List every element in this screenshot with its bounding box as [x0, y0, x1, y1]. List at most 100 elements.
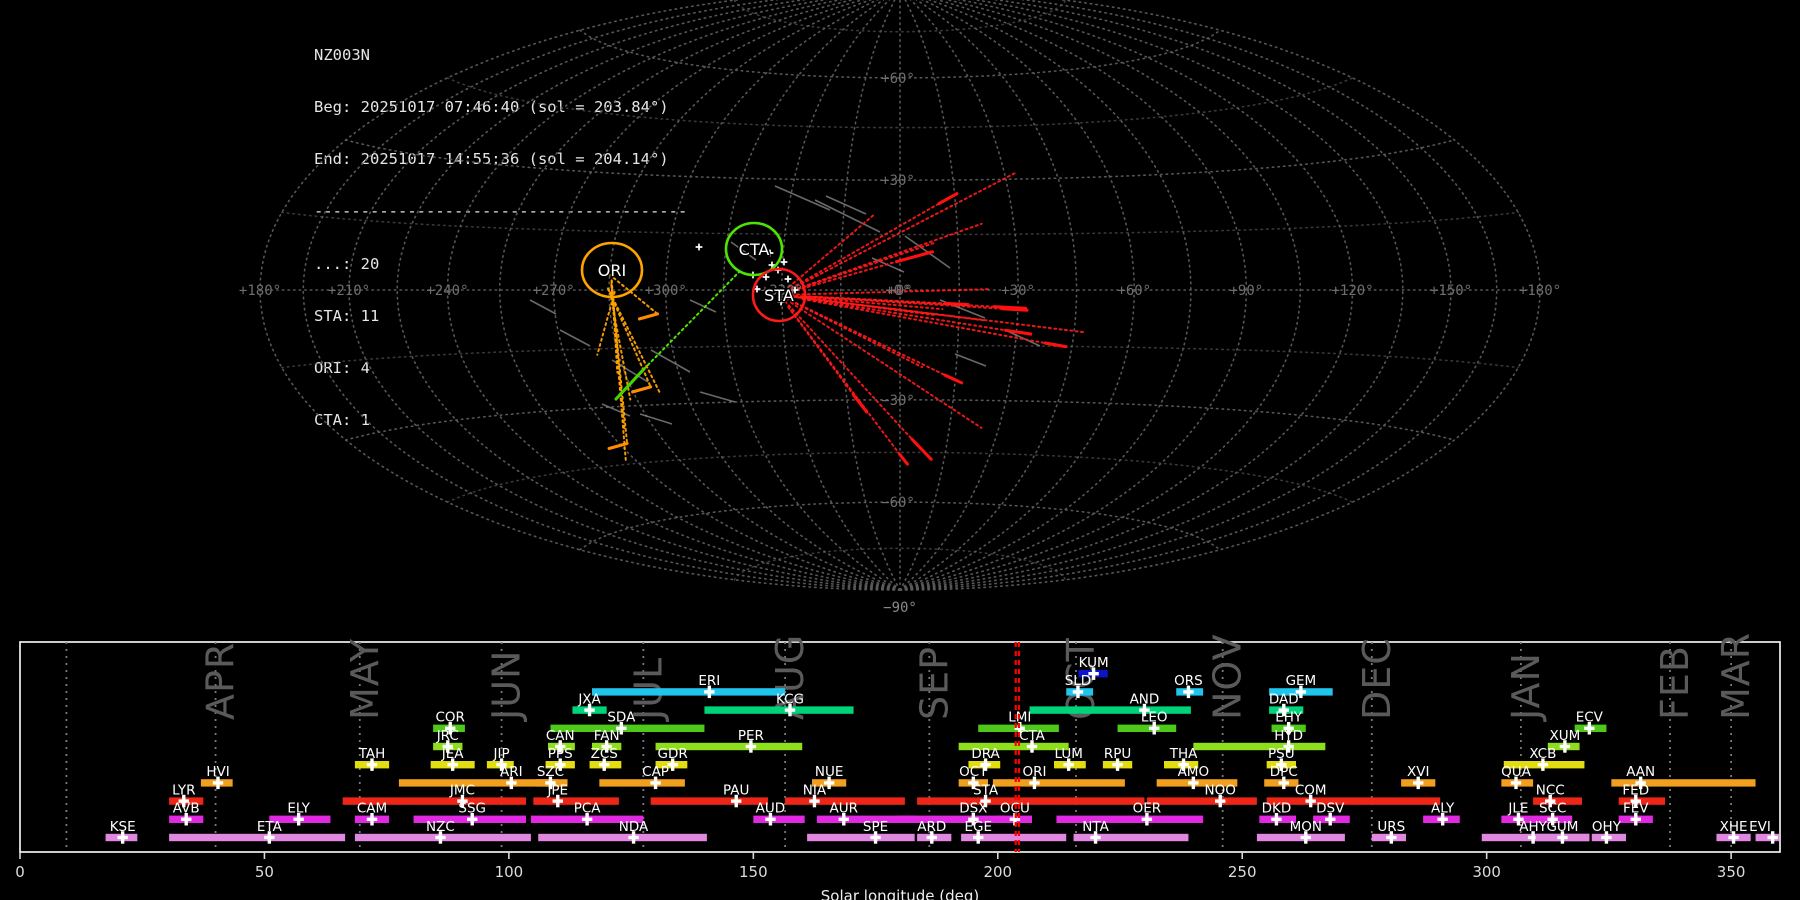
shower-entry[interactable]: CAP: [599, 764, 685, 790]
shower-entry[interactable]: OER: [1056, 801, 1204, 826]
shower-entry[interactable]: HYD: [1193, 728, 1326, 753]
shower-activity-bar-cap[interactable]: [599, 779, 685, 787]
shower-entry[interactable]: DSV: [1313, 801, 1350, 826]
shower-entry[interactable]: ALY: [1423, 801, 1460, 826]
current-solar-longitude-marker[interactable]: [1014, 642, 1021, 852]
shower-entry[interactable]: OHY: [1591, 819, 1626, 844]
shower-entry[interactable]: GDR: [655, 746, 688, 771]
shower-activity-bar-per[interactable]: [655, 742, 803, 751]
shower-entry[interactable]: DAD: [1269, 691, 1304, 717]
shower-activity-bar-oer[interactable]: [1056, 815, 1204, 823]
shower-entry[interactable]: XVI: [1401, 764, 1436, 790]
shower-entry[interactable]: KCG: [704, 691, 854, 717]
shower-entry[interactable]: JLE: [1501, 801, 1538, 826]
shower-activity-bar-ege[interactable]: [961, 833, 1067, 842]
shower-entry[interactable]: FEV: [1618, 801, 1653, 826]
shower-entry[interactable]: ARD: [917, 819, 952, 844]
shower-entry[interactable]: JMC: [342, 782, 526, 808]
shower-activity-bar-leo[interactable]: [1117, 724, 1177, 732]
shower-entry[interactable]: DKD: [1259, 801, 1296, 826]
shower-entry[interactable]: QUA: [1501, 764, 1534, 790]
radiant-circle-cta[interactable]: [724, 221, 784, 277]
shower-entry[interactable]: GUM: [1535, 819, 1590, 844]
shower-entry[interactable]: NDA: [538, 819, 707, 844]
shower-activity-bar-nta[interactable]: [1073, 833, 1189, 842]
shower-activity-bar-ncc[interactable]: [1533, 797, 1582, 805]
shower-entry[interactable]: PPS: [545, 746, 575, 771]
shower-entry[interactable]: HVI: [200, 764, 233, 790]
shower-entry[interactable]: AAN: [1611, 764, 1756, 790]
shower-entry[interactable]: FED: [1618, 782, 1666, 808]
shower-activity-bar-eta[interactable]: [169, 833, 346, 842]
shower-entry[interactable]: ERI: [592, 673, 786, 699]
shower-entry[interactable]: JPE: [533, 782, 619, 808]
shower-entry[interactable]: DRA: [968, 746, 1001, 771]
shower-entry[interactable]: SLD: [1065, 673, 1094, 699]
shower-entry[interactable]: KSE: [105, 819, 138, 844]
shower-entry[interactable]: SSG: [413, 801, 526, 826]
shower-entry[interactable]: AVB: [169, 801, 204, 826]
shower-entry[interactable]: ETA: [169, 819, 346, 844]
shower-entry[interactable]: NTA: [1073, 819, 1189, 844]
shower-entry[interactable]: EGE: [961, 819, 1067, 844]
shower-activity-bar-noo[interactable]: [1146, 797, 1257, 805]
shower-activity-bar-aur[interactable]: [816, 815, 915, 823]
shower-entry[interactable]: NUE: [812, 764, 847, 790]
shower-entry[interactable]: PAU: [650, 782, 768, 808]
shower-entry[interactable]: THA: [1164, 746, 1199, 771]
shower-entry[interactable]: AUD: [753, 801, 805, 826]
shower-entry[interactable]: URS: [1371, 819, 1406, 844]
shower-activity-bar-hyd[interactable]: [1193, 742, 1326, 751]
shower-entry[interactable]: LEO: [1117, 710, 1177, 735]
shower-entry[interactable]: SDA: [550, 710, 705, 735]
shower-entry[interactable]: XUM: [1547, 728, 1581, 753]
shower-activity-bar-nda[interactable]: [538, 833, 707, 842]
shower-activity-bar-kcg[interactable]: [704, 706, 854, 714]
shower-activity-bar-cta[interactable]: [958, 742, 1069, 751]
shower-entry[interactable]: EVI: [1749, 819, 1779, 844]
radiant-circle-ori[interactable]: [580, 241, 644, 299]
shower-entry[interactable]: COM: [1266, 782, 1441, 808]
shower-entry[interactable]: RPU: [1102, 746, 1133, 771]
shower-entry[interactable]: KUM: [1078, 655, 1109, 680]
shower-activity-bar-and[interactable]: [1029, 706, 1191, 714]
shower-entry[interactable]: PER: [655, 728, 803, 753]
shower-entry[interactable]: TAH: [354, 746, 390, 771]
shower-activity-bar-nia[interactable]: [785, 797, 905, 805]
shower-activity-bar-ori[interactable]: [992, 779, 1125, 787]
shower-entry[interactable]: AMO: [1156, 764, 1238, 790]
shower-entry[interactable]: CAM: [354, 801, 390, 826]
shower-activity-bar-aud[interactable]: [753, 815, 805, 823]
radiant-circle-sta[interactable]: [751, 267, 807, 323]
shower-entry[interactable]: MON: [1256, 819, 1345, 844]
shower-entry[interactable]: SZC: [535, 764, 568, 790]
shower-entry[interactable]: GEM: [1269, 673, 1333, 699]
shower-entry[interactable]: FAN: [592, 728, 622, 753]
shower-entry[interactable]: ARI: [398, 764, 558, 790]
shower-entry[interactable]: DPC: [1264, 764, 1299, 790]
shower-activity-bar-pau[interactable]: [650, 797, 768, 805]
shower-entry[interactable]: ZCS: [589, 746, 622, 771]
shower-entry[interactable]: NZC: [354, 819, 531, 844]
shower-entry[interactable]: JIP: [486, 746, 514, 771]
shower-entry[interactable]: XHE: [1716, 819, 1751, 844]
shower-entry[interactable]: JXA: [572, 691, 607, 717]
shower-entry[interactable]: NOO: [1146, 782, 1257, 808]
shower-entry[interactable]: ORS: [1174, 673, 1204, 699]
shower-entry[interactable]: EHY: [1271, 710, 1306, 735]
shower-entry[interactable]: ELY: [269, 801, 331, 826]
shower-entry[interactable]: SPE: [807, 819, 915, 844]
shower-activity-bar-ari[interactable]: [398, 779, 558, 787]
shower-entry[interactable]: JRC: [433, 728, 463, 753]
shower-entry[interactable]: AND: [1029, 691, 1191, 717]
shower-entry[interactable]: XCB: [1503, 746, 1585, 771]
shower-activity-bar-dsx[interactable]: [897, 815, 1006, 823]
shower-entry[interactable]: CTA: [958, 728, 1069, 753]
shower-activity-bar-com[interactable]: [1266, 797, 1441, 805]
shower-activity-bar-sda[interactable]: [550, 724, 705, 732]
shower-activity-bar-fed[interactable]: [1618, 797, 1666, 805]
shower-entry[interactable]: DSX: [897, 801, 1006, 826]
shower-entry[interactable]: PCA: [530, 801, 644, 826]
shower-activity-bar-jmc[interactable]: [342, 797, 526, 805]
shower-activity-bar-spe[interactable]: [807, 833, 915, 842]
